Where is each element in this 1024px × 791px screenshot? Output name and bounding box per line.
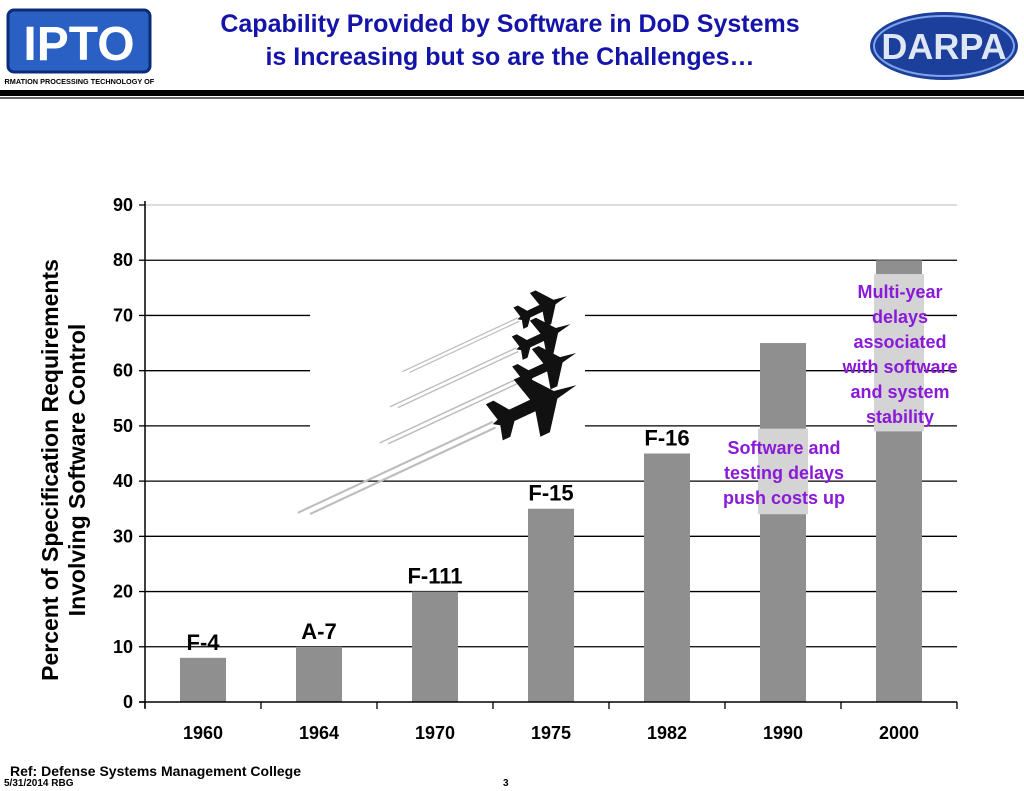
bar-data-label: F-111 <box>407 564 462 589</box>
darpa-logo-text: DARPA <box>881 26 1006 67</box>
y-tick-label: 30 <box>113 526 133 546</box>
x-tick-label: 1975 <box>531 723 571 743</box>
y-tick-label: 80 <box>113 250 133 270</box>
bar <box>760 343 806 702</box>
bar-data-label: F-15 <box>528 481 573 506</box>
y-tick-label: 20 <box>113 582 133 602</box>
fighter-jet-icon <box>389 317 571 409</box>
y-tick-label: 0 <box>123 692 133 712</box>
bar <box>180 657 226 702</box>
x-tick-label: 1990 <box>763 723 803 743</box>
annotation-text: delays <box>872 307 928 327</box>
ipto-logo-text: IPTO <box>23 18 134 71</box>
fighter-jet-icon <box>297 375 577 515</box>
annotation-text: Software and <box>727 438 840 458</box>
title-line-2: is Increasing but so are the Challenges… <box>265 43 755 71</box>
ipto-logo: IPTO INFORMATION PROCESSING TECHNOLOGY O… <box>4 8 154 86</box>
y-tick-label: 70 <box>113 305 133 325</box>
ipto-logo-caption: INFORMATION PROCESSING TECHNOLOGY OFFICE <box>4 77 154 86</box>
y-tick-label: 60 <box>113 361 133 381</box>
annotation-text: push costs up <box>723 488 845 508</box>
annotation-text: with software <box>841 357 957 377</box>
bar <box>528 508 574 702</box>
y-tick-label: 90 <box>113 195 133 215</box>
annotation-text: stability <box>866 407 934 427</box>
x-tick-label: 1964 <box>299 723 339 743</box>
y-tick-label: 10 <box>113 637 133 657</box>
graphic-backdrop <box>310 285 585 480</box>
bar-data-label: A-7 <box>301 619 336 644</box>
header-rule-thin <box>0 97 1024 99</box>
software-requirements-bar-chart: 0 10 20 30 40 50 60 70 80 90 1960 1964 1970 1975 1982 1… <box>37 195 958 743</box>
header-rule <box>0 90 1024 96</box>
annotation-text: and system <box>850 382 949 402</box>
x-tick-label: 1982 <box>647 723 687 743</box>
reference-note: Ref: Defense Systems Management College <box>10 763 301 779</box>
y-axis-label: Percent of Specification Requirements <box>37 259 63 681</box>
y-tick-label: 50 <box>113 416 133 436</box>
y-tick-label: 40 <box>113 471 133 491</box>
bar-data-label: F-16 <box>644 426 689 451</box>
page-title: Capability Provided by Software in DoD S… <box>160 8 860 74</box>
x-tick-label: 1970 <box>415 723 455 743</box>
bar <box>412 591 458 702</box>
annotation-text: associated <box>853 332 946 352</box>
bar-data-label: F-4 <box>187 630 221 655</box>
x-tick-label: 1960 <box>183 723 223 743</box>
bar <box>644 453 690 702</box>
annotation-text: testing delays <box>724 463 844 483</box>
annotation-band <box>758 428 808 515</box>
footer-date: 5/31/2014 RBG <box>4 778 74 789</box>
annotation-text: Multi-year <box>857 282 942 302</box>
x-tick-label: 2000 <box>879 723 919 743</box>
y-axis-label: Involving Software Control <box>64 324 90 617</box>
bar <box>296 646 342 702</box>
title-line-1: Capability Provided by Software in DoD S… <box>220 10 800 38</box>
annotation-band <box>874 274 924 432</box>
fighter-jet-icon <box>402 290 567 373</box>
darpa-logo: DARPA <box>870 12 1018 80</box>
page-number: 3 <box>503 778 509 789</box>
